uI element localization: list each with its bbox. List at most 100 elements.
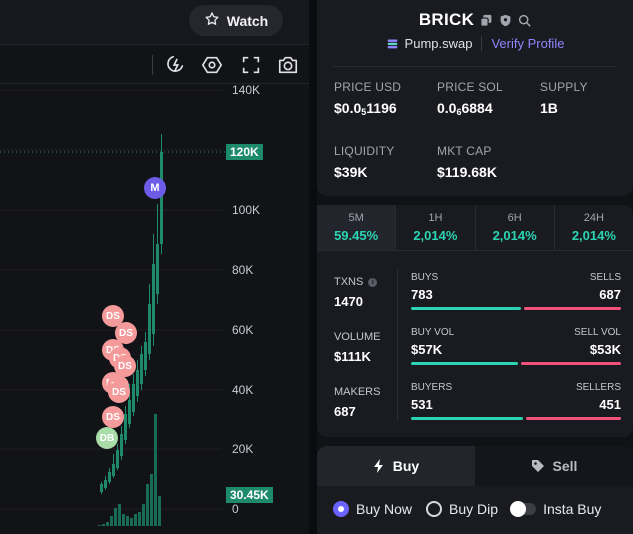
sellers-label: SELLERS bbox=[575, 382, 621, 393]
order-type-options: Buy Now Buy Dip Insta Buy bbox=[333, 501, 601, 517]
tab-6h[interactable]: 6H 2,014% bbox=[476, 205, 555, 250]
candle-body bbox=[156, 244, 159, 294]
price-chart[interactable]: 140K 100K 80K 60K 40K 20K 0 120K 30.45K … bbox=[0, 83, 309, 534]
sell-vol-value: $53K bbox=[589, 342, 621, 357]
option-buy-now[interactable]: Buy Now bbox=[333, 501, 412, 517]
token-card: BRICK Pump.swap Verify Profile PRICE USD… bbox=[317, 0, 633, 196]
buyers-value: 531 bbox=[411, 397, 433, 412]
option-insta-buy[interactable]: Insta Buy bbox=[510, 501, 601, 517]
radio-buy-now[interactable] bbox=[333, 501, 349, 517]
volume-bar bbox=[138, 512, 141, 526]
metric-value: 1470 bbox=[334, 294, 363, 309]
option-buy-dip[interactable]: Buy Dip bbox=[426, 501, 498, 517]
metric-label: VOLUME bbox=[334, 331, 381, 343]
y-tick-20k: 20K bbox=[232, 442, 254, 456]
stat-value: $119.68K bbox=[437, 164, 497, 180]
volume-bar bbox=[150, 474, 153, 526]
camera-icon[interactable] bbox=[277, 54, 299, 76]
makers-bar bbox=[411, 417, 621, 420]
radio-buy-dip[interactable] bbox=[426, 501, 443, 517]
trade-marker-m[interactable]: M bbox=[144, 177, 166, 199]
stat-price-sol: PRICE SOL 0.066884 bbox=[437, 80, 503, 117]
sell-bar bbox=[524, 307, 621, 310]
period-change: 2,014% bbox=[571, 228, 616, 243]
metric-txns: TXNS i 1470 bbox=[334, 276, 378, 309]
tab-buy[interactable]: Buy bbox=[317, 446, 475, 486]
tab-1h[interactable]: 1H 2,014% bbox=[396, 205, 476, 250]
chart-header: Watch bbox=[0, 0, 309, 44]
chart-canvas bbox=[0, 89, 226, 526]
settings-hex-icon[interactable] bbox=[201, 54, 223, 76]
volume-bar bbox=[146, 484, 149, 526]
shield-icon[interactable] bbox=[499, 14, 512, 27]
info-icon[interactable]: i bbox=[368, 277, 378, 287]
trade-marker-ds[interactable]: DS bbox=[115, 322, 137, 344]
pane-splitter[interactable] bbox=[309, 0, 317, 534]
trade-marker-ds[interactable]: DS bbox=[102, 305, 124, 327]
verify-profile-link[interactable]: Verify Profile bbox=[491, 36, 565, 51]
trade-marker-ds[interactable]: DS bbox=[108, 381, 130, 403]
chart-pane: Watch 140K 100K 80K 60K 40K 20K 0 120K 3… bbox=[0, 0, 309, 534]
candle-body bbox=[124, 414, 127, 440]
watch-label: Watch bbox=[226, 12, 269, 29]
stat-label: PRICE SOL bbox=[437, 80, 503, 94]
token-name: BRICK bbox=[418, 10, 475, 29]
metric-makers: MAKERS 687 bbox=[334, 386, 380, 419]
search-icon[interactable] bbox=[518, 14, 531, 27]
trade-marker-db[interactable]: DB bbox=[96, 427, 118, 449]
volume-bar bbox=[411, 362, 621, 365]
copy-icon[interactable] bbox=[480, 14, 493, 27]
metric-value: 687 bbox=[334, 404, 356, 419]
candle-body bbox=[120, 434, 123, 456]
period-label: 24H bbox=[583, 212, 604, 224]
candle-body bbox=[116, 450, 119, 468]
buys-sells-split: BUYS SELLS 783 687 bbox=[411, 272, 621, 310]
candle-body bbox=[140, 354, 143, 384]
token-title-row: BRICK bbox=[317, 10, 633, 30]
platform-link[interactable]: Pump.swap bbox=[404, 36, 473, 51]
insta-buy-toggle[interactable] bbox=[510, 501, 537, 517]
volume-bar bbox=[110, 516, 113, 526]
stat-market-cap: MKT CAP $119.68K bbox=[437, 144, 497, 180]
fullscreen-icon[interactable] bbox=[240, 54, 262, 76]
volume-bar bbox=[134, 514, 137, 526]
stat-label: MKT CAP bbox=[437, 144, 492, 158]
metric-volume: VOLUME $111K bbox=[334, 331, 380, 364]
watch-button[interactable]: Watch bbox=[189, 5, 283, 36]
candle-body bbox=[148, 304, 151, 354]
trade-marker-ds[interactable]: DS bbox=[102, 406, 124, 428]
period-label: 6H bbox=[507, 212, 522, 224]
candle-body bbox=[128, 400, 131, 424]
stat-label: LIQUIDITY bbox=[334, 144, 395, 158]
tab-sell[interactable]: Sell bbox=[475, 446, 633, 486]
sellers-value: 451 bbox=[599, 397, 621, 412]
indicator-icon[interactable] bbox=[164, 54, 186, 76]
buy-vol-label: BUY VOL bbox=[411, 327, 455, 338]
volume-bar bbox=[106, 522, 109, 526]
tab-24h[interactable]: 24H 2,014% bbox=[555, 205, 633, 250]
y-tick-100k: 100K bbox=[232, 203, 261, 217]
token-info-pane: BRICK Pump.swap Verify Profile PRICE USD… bbox=[317, 0, 633, 534]
buy-sell-volume-split: BUY VOL SELL VOL $57K $53K bbox=[411, 327, 621, 365]
tab-5m[interactable]: 5M 59.45% bbox=[317, 205, 397, 250]
trade-card: Buy Sell Buy Now Buy Dip Insta Buy bbox=[317, 446, 633, 534]
buyers-label: BUYERS bbox=[411, 382, 453, 393]
y-tick-0: 0 bbox=[232, 502, 239, 516]
pump-swap-logo-icon bbox=[387, 39, 397, 49]
volume-bar bbox=[118, 504, 121, 526]
stat-value: 1B bbox=[540, 100, 558, 116]
stat-label: SUPPLY bbox=[540, 80, 588, 94]
star-icon bbox=[204, 11, 220, 30]
stat-label: PRICE USD bbox=[334, 80, 402, 94]
buy-tab-label: Buy bbox=[392, 458, 420, 474]
metrics-divider bbox=[397, 269, 398, 421]
candle-body bbox=[104, 480, 107, 488]
stat-value: $39K bbox=[334, 164, 368, 180]
sell-vol-label: SELL VOL bbox=[574, 327, 621, 338]
volume-bar bbox=[98, 525, 101, 526]
y-tick-80k: 80K bbox=[232, 263, 254, 277]
candle-body bbox=[108, 472, 111, 482]
metric-label: MAKERS bbox=[334, 386, 381, 398]
transactions-card: 5M 59.45% 1H 2,014% 6H 2,014% 24H 2,014%… bbox=[317, 205, 633, 437]
trade-marker-ds[interactable]: DS bbox=[114, 355, 136, 377]
